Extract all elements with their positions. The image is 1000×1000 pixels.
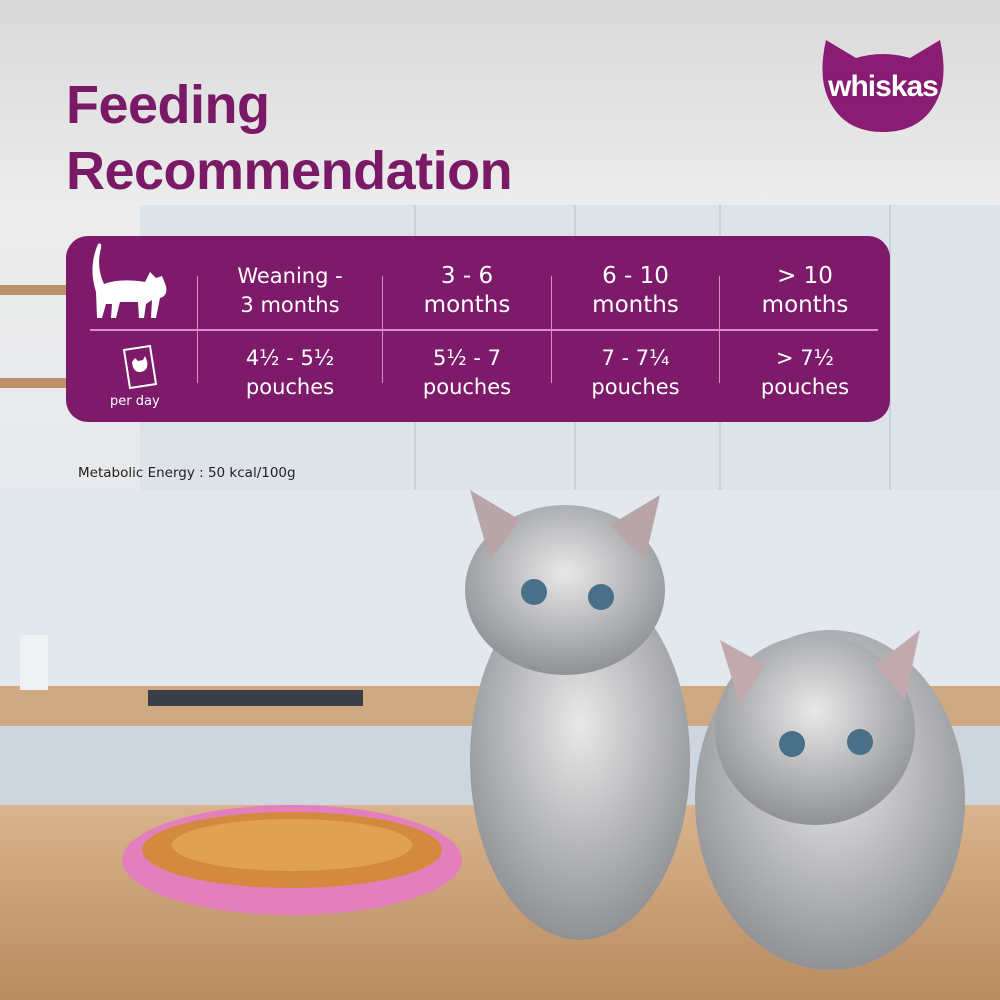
amount-cell: 7 - 7¼ pouches	[552, 344, 719, 402]
cat-head-logo-icon	[822, 40, 944, 132]
age-header: 6 - 10 months	[552, 262, 719, 320]
age-line: months	[761, 292, 849, 318]
page-title: Feeding Recommendation	[66, 72, 513, 204]
age-header: 3 - 6 months	[383, 262, 551, 320]
row-divider	[90, 329, 878, 331]
amount-line: pouches	[591, 375, 680, 399]
whiskas-logo: whiskas	[808, 36, 958, 136]
logo-text: whiskas	[828, 70, 939, 103]
pouch-icon	[122, 344, 158, 390]
column-divider	[197, 276, 198, 383]
column-divider	[551, 276, 552, 383]
amount-line: 7 - 7¼	[601, 346, 670, 370]
age-line: 3 - 6	[440, 263, 494, 289]
age-header: Weaning - 3 months	[198, 262, 382, 320]
age-header: > 10 months	[720, 262, 890, 320]
per-day-label: per day	[110, 394, 160, 409]
amount-cell: > 7½ pouches	[720, 344, 890, 402]
age-line: Weaning -	[237, 264, 343, 288]
title-line-1: Feeding	[66, 75, 270, 135]
amount-cell: 5½ - 7 pouches	[383, 344, 551, 402]
age-line: 3 months	[240, 293, 340, 317]
amount-line: pouches	[245, 375, 335, 399]
amount-line: pouches	[422, 375, 512, 399]
column-divider	[382, 276, 383, 383]
column-divider	[719, 276, 720, 383]
age-line: > 10	[777, 263, 833, 289]
amount-cell: 4½ - 5½ pouches	[198, 344, 382, 402]
amount-line: 4½ - 5½	[245, 346, 335, 370]
feeding-table: per day Weaning - 3 months 3 - 6 months 6 …	[66, 236, 890, 422]
cat-icon	[92, 243, 167, 318]
amount-line: 5½ - 7	[432, 346, 501, 370]
metabolic-energy-note: Metabolic Energy : 50 kcal/100g	[78, 465, 296, 481]
amount-line: > 7½	[776, 346, 834, 370]
age-line: months	[423, 292, 511, 318]
kitten-right	[695, 630, 965, 970]
amount-line: pouches	[760, 375, 850, 399]
age-line: 6 - 10	[602, 263, 669, 289]
kitten-left	[465, 490, 690, 940]
age-line: months	[592, 292, 679, 318]
title-line-2: Recommendation	[66, 141, 513, 201]
